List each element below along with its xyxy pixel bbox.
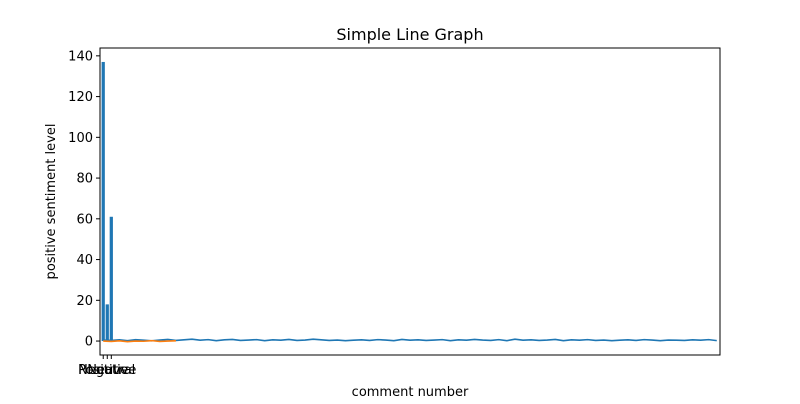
y-tick-label: 120 [68,90,93,105]
y-axis-ticks: 0 20 40 60 80 100 120 140 [68,49,100,350]
axes-frame [99,47,721,356]
x-tick-label-positive: Positive [78,363,128,378]
y-axis-label: positive sentiment level [44,124,59,280]
bar-negative [105,304,109,342]
line-series-group [103,338,717,343]
y-tick-label: 0 [85,335,93,350]
y-tick-label: 80 [76,172,93,187]
bar-series [101,61,113,342]
bar-positive [101,61,105,342]
y-tick-label: 140 [68,49,93,64]
x-tick-label-neutral: Neutral [87,363,135,378]
y-tick-label: 100 [68,131,93,146]
x-axis-label: comment number [352,385,469,400]
bar-neutral [109,216,113,342]
line-series-2 [103,339,176,343]
y-tick-label: 60 [76,212,93,227]
y-tick-label: 20 [76,294,93,309]
x-tick-label-negative: Negative [78,363,136,378]
line-series-1 [103,338,717,342]
y-tick-label: 40 [76,253,93,268]
chart-title: Simple Line Graph [336,25,483,44]
